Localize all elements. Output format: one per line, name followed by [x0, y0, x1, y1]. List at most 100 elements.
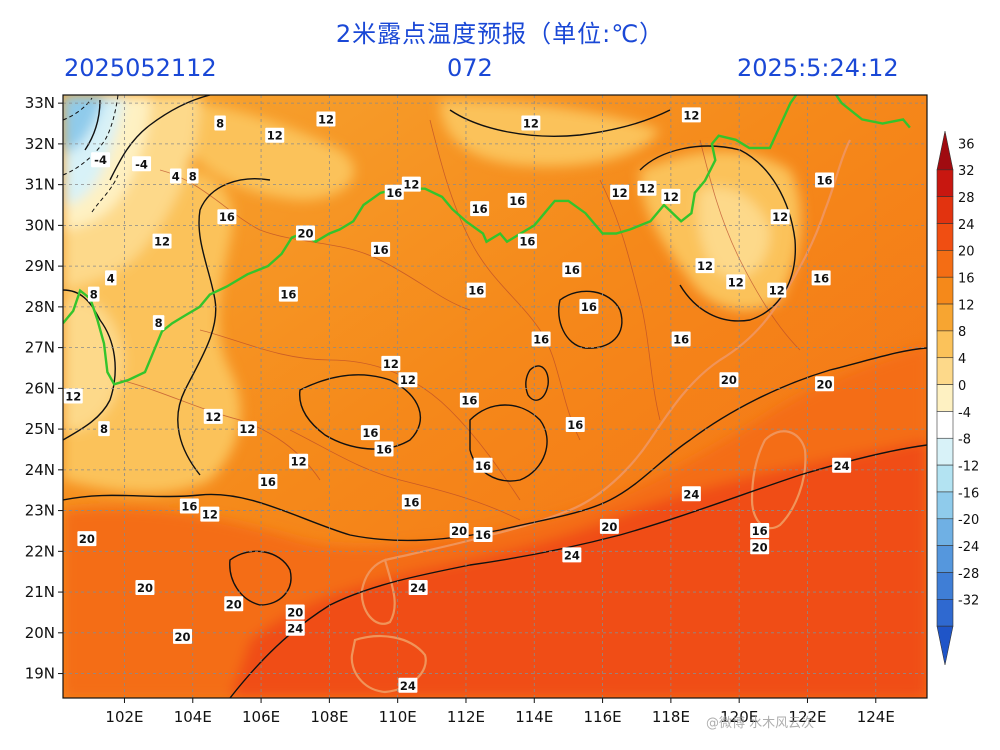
x-tick-label: 122E: [788, 708, 826, 726]
contour-label-bg: [224, 596, 244, 612]
contour-label-bg: [719, 372, 739, 388]
x-tick-label: 114E: [515, 708, 553, 726]
contour-label-bg: [610, 184, 630, 200]
contour-label-text: 16: [752, 524, 768, 538]
contour-label-text: 12: [769, 284, 785, 298]
contour-label-bg: [63, 388, 83, 404]
chart-title: 2米露点温度预报（单位:℃）: [335, 20, 665, 48]
contour-label: 20: [815, 376, 835, 392]
contour-label-text: 12: [205, 410, 221, 424]
y-axis-ticks: 33N 32N 31N 30N 29N 28N 27N 26N 25N 24N 23N 22N 21N 2…: [25, 94, 63, 683]
contour-label: 12: [610, 184, 630, 200]
contour-label-bg: [562, 262, 582, 278]
contour-label: 24: [398, 677, 418, 693]
contour-label: 16: [507, 192, 527, 208]
colorbar-segment: [936, 303, 954, 332]
contour-label-bg: [770, 209, 790, 225]
x-tick-label: 108E: [310, 708, 348, 726]
contour-label: 12: [770, 209, 790, 225]
watermark: @微博 水木风云次: [706, 716, 815, 731]
contour-label-text: 24: [683, 487, 699, 501]
contour-label-bg: [750, 522, 770, 538]
x-axis-ticks: 102E 104E 106E 108E 110E 112E 114E 116E 118E 120E…: [105, 698, 895, 726]
contour-label: 20: [224, 596, 244, 612]
y-tick-label: 25N: [25, 420, 55, 438]
contour-label: 24: [562, 547, 582, 563]
y-tick-label: 28N: [25, 298, 55, 316]
contour-label-bg: [398, 677, 418, 693]
contour-label: 16: [811, 270, 831, 286]
contour-label-text: 16: [461, 394, 477, 408]
contour-label-text: 16: [475, 459, 491, 473]
contour-label-text: 12: [697, 259, 713, 273]
contour-label-text: 12: [154, 235, 170, 249]
contour-label: 16: [565, 417, 585, 433]
y-tick-label: 32N: [25, 135, 55, 153]
contour-label: 8: [87, 286, 100, 302]
contour-label-text: 16: [373, 243, 389, 257]
contour-label-bg: [169, 168, 182, 184]
contour-label-bg: [152, 315, 165, 331]
contour-lines: [63, 95, 927, 698]
contour-label-text: 20: [601, 520, 617, 534]
contour-label: 8: [98, 421, 110, 437]
contour-label-bg: [815, 172, 835, 188]
contour-label-bg: [285, 604, 305, 620]
contour-label-bg: [579, 298, 599, 314]
contour-label-text: 24: [834, 459, 850, 473]
contour-label: 16: [579, 298, 599, 314]
contour-label-text: 20: [721, 373, 737, 387]
contour-label: 12: [401, 176, 421, 192]
contour-label-bg: [135, 579, 155, 595]
contour-label-bg: [681, 486, 701, 502]
contour-label-bg: [203, 408, 223, 424]
contour-label: 12: [152, 233, 172, 249]
contour-label-text: 12: [400, 373, 416, 387]
x-tick-label: 102E: [105, 708, 143, 726]
contour-label-text: 12: [639, 182, 655, 196]
contour-label-bg: [473, 527, 493, 543]
contour-label: 16: [473, 527, 493, 543]
colorbar-segment: [936, 130, 954, 171]
colorbar-segment: [936, 625, 954, 666]
colorbar-label: 20: [958, 245, 975, 260]
colorbar-segment: [936, 169, 954, 197]
contour-label-text: 12: [683, 108, 699, 122]
contour-label-text: 20: [297, 227, 313, 241]
contour-label-bg: [295, 225, 315, 241]
y-tick-label: 26N: [25, 379, 55, 397]
contour-label: 24: [285, 620, 305, 636]
colorbar-label: 4: [958, 352, 966, 367]
contour-label-text: 16: [475, 528, 491, 542]
contour-label-text: 12: [523, 117, 539, 131]
contour-label-text: 24: [400, 679, 416, 693]
forecast-hour-label: 072: [447, 54, 493, 82]
contour-label: 8: [187, 168, 199, 184]
contour-label: -4: [132, 156, 152, 172]
y-tick-label: 27N: [25, 339, 55, 357]
contour-label-bg: [374, 441, 394, 457]
y-tick-label: 20N: [25, 624, 55, 642]
contour-label-text: 16: [813, 271, 829, 285]
contour-label-text: 20: [175, 630, 191, 644]
contour-label-text: 20: [451, 524, 467, 538]
contour-label: 12: [637, 180, 657, 196]
contour-label: 16: [179, 498, 199, 514]
contour-label-text: -4: [135, 157, 148, 171]
contour-label: -4: [91, 152, 111, 168]
contour-label: 16: [374, 441, 394, 457]
contour-label-text: 16: [386, 186, 402, 200]
contour-label: 12: [767, 282, 787, 298]
colorbar-label: -12: [958, 459, 979, 474]
contour-label: 20: [77, 531, 97, 547]
contour-label-text: 4: [172, 169, 180, 183]
contour-label: 16: [384, 184, 404, 200]
contour-label-bg: [105, 270, 117, 286]
contour-label: 16: [258, 474, 278, 490]
contour-label: 16: [531, 331, 551, 347]
contour-label-bg: [316, 111, 336, 127]
contour-label-text: 16: [567, 418, 583, 432]
contour-label-text: 8: [90, 288, 98, 302]
contour-label: 16: [459, 392, 479, 408]
